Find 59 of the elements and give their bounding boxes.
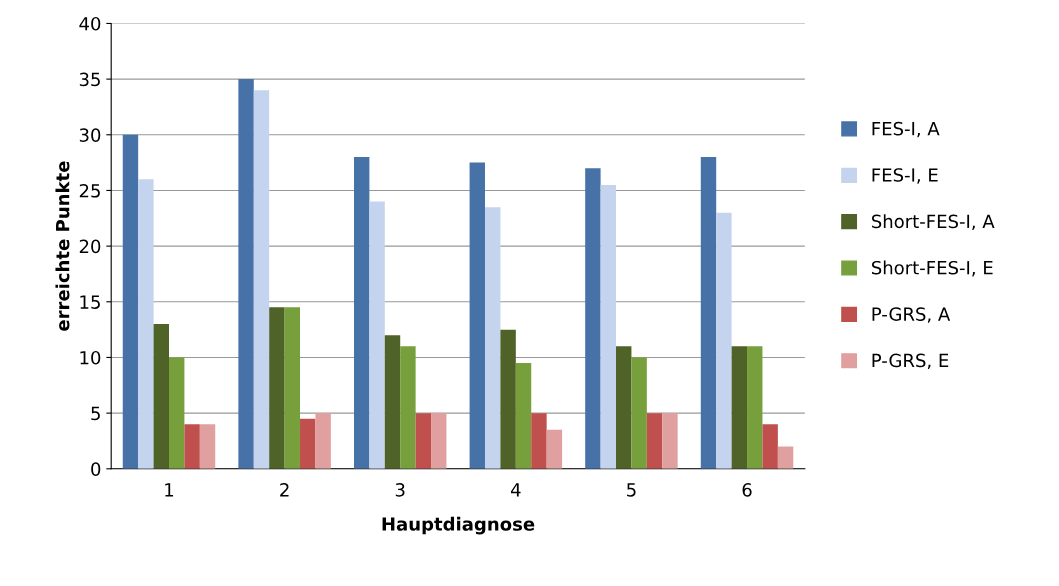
x-axis-title: Hauptdiagnose — [382, 516, 535, 535]
bar — [384, 335, 401, 469]
bar — [153, 324, 169, 469]
bar — [731, 346, 748, 469]
bar — [253, 90, 270, 469]
legend-label: P-GRS, E — [872, 353, 949, 370]
y-tick-label: 0 — [91, 462, 101, 476]
bar — [531, 413, 547, 469]
bar — [546, 429, 563, 469]
bar — [138, 179, 154, 469]
bar — [269, 307, 285, 469]
x-tick-label: 1 — [165, 483, 174, 497]
bar — [662, 413, 678, 469]
x-tick-label: 5 — [627, 483, 636, 497]
y-tick-label: 20 — [79, 239, 101, 254]
bar — [415, 413, 432, 469]
y-tick-label: 25 — [79, 183, 100, 198]
y-tick-label: 30 — [79, 128, 101, 142]
x-tick-label: 2 — [280, 483, 289, 497]
bar — [184, 424, 200, 469]
bar — [777, 446, 794, 469]
bar — [646, 413, 663, 469]
bar — [199, 424, 216, 469]
bar — [238, 79, 254, 469]
legend-label: FES-I, E — [872, 168, 938, 184]
x-tick-label: 6 — [742, 483, 752, 497]
bar — [747, 346, 763, 469]
bar — [431, 413, 447, 469]
bar — [631, 357, 647, 469]
x-tick-label: 4 — [510, 483, 521, 497]
bar — [369, 201, 385, 469]
legend-label: FES-I, A — [872, 121, 940, 138]
bar — [315, 413, 331, 469]
bar — [300, 418, 316, 469]
bar — [484, 207, 501, 469]
bar — [400, 346, 416, 469]
bar — [762, 424, 778, 469]
bar — [600, 184, 617, 469]
bar — [616, 346, 632, 469]
bar — [700, 157, 717, 469]
bar — [122, 134, 139, 469]
bar — [500, 329, 516, 469]
bar — [515, 363, 532, 469]
y-axis-title: erreichte Punkte — [55, 161, 70, 331]
y-tick-label: 5 — [91, 406, 100, 421]
bar — [169, 357, 185, 469]
legend-label: P-GRS, A — [872, 307, 951, 323]
y-tick-label: 10 — [80, 350, 101, 365]
x-tick-label: 3 — [395, 483, 405, 497]
bar — [585, 168, 601, 469]
y-tick-label: 40 — [79, 16, 101, 31]
bar — [716, 212, 732, 469]
legend-label: Short-FES-I, E — [871, 260, 993, 277]
legend-label: Short-FES-I, A — [871, 214, 995, 231]
bar — [284, 307, 301, 469]
bar — [469, 162, 485, 469]
y-tick-label: 35 — [79, 72, 100, 87]
bar — [353, 157, 370, 469]
y-tick-label: 15 — [80, 295, 100, 309]
